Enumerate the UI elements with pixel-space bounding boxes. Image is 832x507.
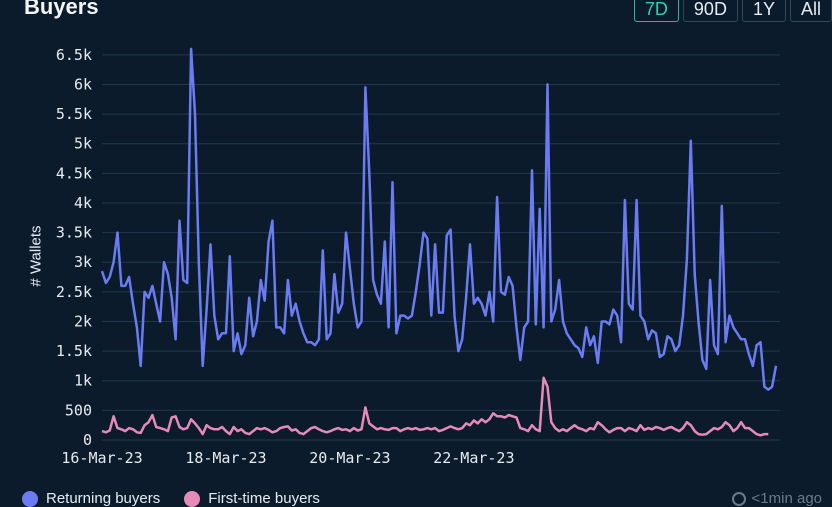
y-tick-label: 4.5k: [56, 164, 92, 182]
range-tab-90d[interactable]: 90D: [682, 0, 738, 22]
last-updated: <1min ago: [731, 490, 822, 507]
y-tick-label: 4k: [74, 194, 92, 212]
time-range-selector: 7D 90D 1Y All: [633, 0, 832, 22]
chart-title: Buyers: [24, 0, 99, 19]
legend-dot-icon: [184, 490, 201, 507]
y-tick-label: 6.5k: [56, 46, 92, 64]
range-tab-7d[interactable]: 7D: [633, 0, 679, 22]
x-tick-label: 22-Mar-23: [433, 449, 514, 467]
last-updated-text: <1min ago: [751, 490, 822, 507]
legend-item-returning[interactable]: Returning buyers: [22, 490, 160, 507]
y-tick-label: 3.5k: [56, 224, 92, 242]
legend-item-first-time[interactable]: First-time buyers: [184, 490, 320, 507]
y-tick-label: 1.5k: [56, 342, 92, 360]
clock-icon: [731, 491, 746, 506]
y-tick-label: 3k: [74, 253, 92, 271]
legend-label: Returning buyers: [46, 490, 161, 507]
legend-label: First-time buyers: [208, 490, 320, 507]
series-line-first-time-buyers[interactable]: [101, 376, 769, 437]
legend-dot-icon: [22, 490, 38, 507]
series-line-returning-buyers[interactable]: [100, 47, 778, 391]
y-tick-label: 6k: [74, 75, 92, 93]
y-tick-label: 5.5k: [56, 105, 92, 123]
chart-legend: Returning buyers First-time buyers: [22, 490, 320, 507]
x-tick-label: 20-Mar-23: [309, 449, 390, 467]
y-tick-label: 2k: [74, 312, 92, 330]
y-tick-label: 5k: [74, 135, 92, 153]
x-tick-label: 18-Mar-23: [185, 449, 266, 467]
y-tick-label: 500: [65, 401, 92, 419]
range-tab-all[interactable]: All: [789, 0, 832, 22]
y-tick-label: 1k: [74, 372, 92, 390]
x-tick-label: 16-Mar-23: [61, 449, 142, 467]
range-tab-1y[interactable]: 1Y: [741, 0, 786, 22]
y-tick-label: 0: [83, 431, 92, 449]
y-tick-label: 2.5k: [56, 283, 92, 301]
